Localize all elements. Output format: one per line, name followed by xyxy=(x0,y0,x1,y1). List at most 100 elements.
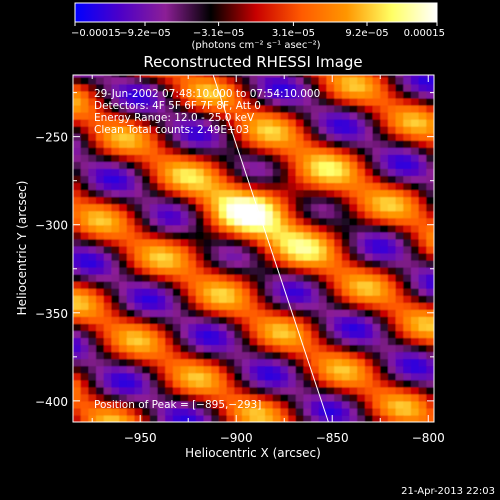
heatmap-cell xyxy=(88,147,97,155)
heatmap-cell xyxy=(195,83,205,92)
heatmap-cell xyxy=(172,414,182,422)
heatmap-cell xyxy=(349,400,358,409)
heatmap-cell xyxy=(111,147,120,155)
heatmap-cell xyxy=(226,259,235,268)
heatmap-cell xyxy=(126,90,136,99)
heatmap-cell xyxy=(119,252,128,261)
heatmap-cell xyxy=(380,400,389,409)
heatmap-cell xyxy=(349,189,358,198)
heatmap-cell xyxy=(341,203,351,212)
heatmap-cell xyxy=(149,189,159,198)
heatmap-cell xyxy=(80,196,89,205)
heatmap-cell xyxy=(96,210,105,219)
heatmap-cell xyxy=(96,295,105,303)
heatmap-cell xyxy=(265,189,274,198)
heatmap-cell xyxy=(203,295,212,303)
heatmap-cell xyxy=(403,259,412,268)
heatmap-cell xyxy=(257,323,266,332)
heatmap-cell xyxy=(357,119,366,127)
heatmap-cell xyxy=(387,203,397,212)
heatmap-cell xyxy=(142,224,151,233)
heatmap-cell xyxy=(349,386,358,395)
heatmap-cell xyxy=(418,203,427,212)
heatmap-cell xyxy=(149,133,159,141)
heatmap-cell xyxy=(88,407,97,416)
heatmap-cell xyxy=(103,119,113,127)
heatmap-cell xyxy=(119,217,128,226)
y-axis-label: Heliocentric Y (arcsec) xyxy=(15,181,29,316)
heatmap-cell xyxy=(165,302,174,310)
heatmap-cell xyxy=(257,259,266,268)
heatmap-cell xyxy=(203,161,212,169)
heatmap-cell xyxy=(226,182,235,191)
heatmap-cell xyxy=(96,274,105,282)
heatmap-cell xyxy=(326,274,335,282)
heatmap-cell xyxy=(203,97,212,106)
heatmap-cell xyxy=(195,154,205,162)
heatmap-cell xyxy=(265,344,274,353)
heatmap-cell xyxy=(318,259,328,268)
heatmap-cell xyxy=(387,344,397,353)
heatmap-cell xyxy=(265,161,274,169)
heatmap-cell xyxy=(265,337,274,346)
heatmap-cell xyxy=(288,104,297,113)
heatmap-cell xyxy=(403,309,412,317)
heatmap-cell xyxy=(172,231,182,240)
heatmap-cell xyxy=(334,224,343,233)
heatmap-cell xyxy=(280,189,289,198)
heatmap-cell xyxy=(73,168,82,177)
heatmap-cell xyxy=(80,274,89,282)
heatmap-cell xyxy=(211,203,220,212)
heatmap-cell xyxy=(326,302,335,310)
heatmap-cell xyxy=(203,330,212,339)
heatmap-cell xyxy=(226,365,235,374)
heatmap-cell xyxy=(249,126,258,134)
heatmap-cell xyxy=(142,119,151,127)
heatmap-cell xyxy=(280,83,289,92)
heatmap-cell xyxy=(126,316,136,324)
heatmap-cell xyxy=(334,97,343,106)
heatmap-cell xyxy=(157,140,166,148)
heatmap-cell xyxy=(203,224,212,233)
heatmap-cell xyxy=(257,330,266,339)
heatmap-cell xyxy=(211,147,220,155)
heatmap-cell xyxy=(418,196,427,205)
heatmap-cell xyxy=(96,196,105,205)
heatmap-cell xyxy=(349,414,358,422)
heatmap-cell xyxy=(288,154,297,162)
heatmap-cell xyxy=(195,365,205,374)
heatmap-cell xyxy=(111,75,120,78)
heatmap-cell xyxy=(218,358,228,367)
heatmap-cell xyxy=(188,210,197,219)
heatmap-cell xyxy=(195,266,205,275)
heatmap-cell xyxy=(280,76,289,85)
heatmap-cell xyxy=(103,196,113,205)
heatmap-cell xyxy=(88,189,97,198)
heatmap-cell xyxy=(395,83,404,92)
heatmap-cell xyxy=(119,133,128,141)
heatmap-cell xyxy=(111,351,120,360)
heatmap-cell xyxy=(426,104,434,113)
heatmap-cell xyxy=(203,175,212,184)
heatmap-cell xyxy=(326,217,335,226)
heatmap-cell xyxy=(349,210,358,219)
heatmap-cell xyxy=(249,210,258,219)
heatmap-cell xyxy=(395,90,404,99)
heatmap-cell xyxy=(380,75,389,78)
heatmap-cell xyxy=(334,140,343,148)
y-tick-label: −250 xyxy=(35,131,68,145)
heatmap-cell xyxy=(80,168,89,177)
heatmap-cell xyxy=(257,344,266,353)
heatmap-cell xyxy=(295,245,305,254)
heatmap-cell xyxy=(372,133,381,141)
heatmap-cell xyxy=(311,281,320,289)
heatmap-cell xyxy=(195,90,205,99)
heatmap-cell xyxy=(357,147,366,155)
heatmap-cell xyxy=(387,316,397,324)
heatmap-cell xyxy=(280,231,289,240)
heatmap-cell xyxy=(341,365,351,374)
heatmap-cell xyxy=(426,182,434,191)
heatmap-cell xyxy=(226,323,235,332)
heatmap-cell xyxy=(218,224,228,233)
heatmap-cell xyxy=(311,161,320,169)
